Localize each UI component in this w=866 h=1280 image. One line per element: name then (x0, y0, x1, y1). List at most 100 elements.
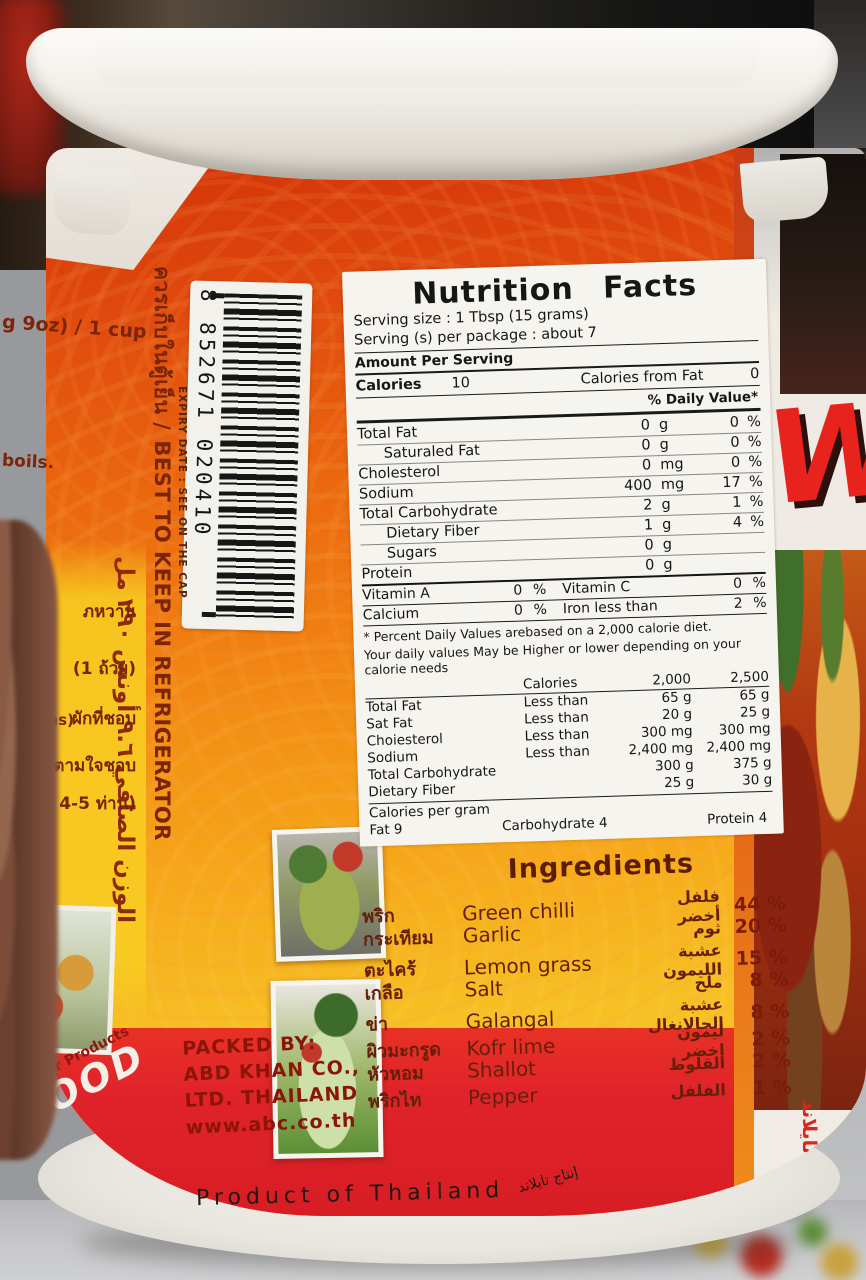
vitamin-pct: % (753, 595, 767, 612)
nutrient-unit: g (663, 556, 673, 574)
vitamin-name: Vitamin A (361, 585, 431, 604)
tub-lid (26, 28, 838, 180)
thai-fragment-5: 4-5 ท่าน) (59, 794, 136, 814)
brand-letter: W (760, 381, 866, 535)
nutrient-dv: 1 (731, 494, 742, 512)
packed-by-block: PACKED BY: ABD KHAN CO., LTD. THAILAND w… (182, 1028, 363, 1140)
dv-2500: 2,400 mg (706, 737, 772, 756)
nutrient-dv: 0 (729, 414, 740, 432)
vitamin-value: 0 (513, 602, 524, 619)
dv-header-calories: Calories (522, 674, 578, 693)
ingredient-percent: 15 % (735, 946, 789, 970)
nutrient-amount: 0 (644, 537, 654, 554)
dv-qualifier: Less than (523, 709, 590, 728)
dv-2000: 65 g (661, 689, 692, 707)
nutrient-dv: 4 (732, 514, 743, 532)
nutrient-unit: g (661, 496, 671, 514)
ingredient-percent: 20 % (734, 914, 788, 939)
vitamin-pct: % (533, 601, 548, 619)
dv-qualifier (526, 777, 612, 796)
nutrient-dv (703, 547, 743, 548)
nutrient-amount: 0 (640, 417, 651, 434)
ingredient-arabic: ملح (694, 972, 723, 992)
dv-2000: 20 g (661, 706, 693, 724)
ingredient-percent: 2 % (751, 1049, 792, 1073)
ingredient-percent: 8 % (749, 968, 789, 992)
thai-fragment-4: ตามใจชอบ (53, 756, 136, 776)
ingredient-percent: 8 % (750, 1000, 790, 1024)
calories-value: 10 (451, 374, 471, 392)
nutrient-unit: g (661, 516, 672, 534)
ingredient-percent: 44 % (733, 892, 787, 916)
dv-qualifier: Less than (523, 692, 589, 711)
ingredient-percent: 1 % (752, 1076, 793, 1100)
nutrient-pct (743, 566, 765, 567)
lid-lip-left (51, 165, 133, 237)
keep-refrigerated-english: BEST TO KEEP IN REFRIGERATOR (150, 440, 174, 841)
nutrition-facts-panel: Nutrition Facts Serving size : 1 Tbsp (1… (342, 258, 784, 847)
nutrient-pct (743, 546, 765, 547)
ingredient-english: Pepper (467, 1083, 538, 1110)
cpg-carbohydrate: Carbohydrate 4 (501, 814, 608, 834)
tub-lid-top (94, 30, 758, 88)
dv-2500: 65 g (739, 686, 770, 704)
nutrient-unit: g (659, 437, 670, 454)
dv-2000: 300 mg (640, 723, 693, 742)
vitamin-name: Vitamin C (562, 579, 631, 598)
calories-from-fat-value: 0 (749, 365, 760, 382)
nutrient-pct: % (746, 414, 762, 431)
vitamin-value: 2 (733, 595, 743, 613)
dv-qualifier (526, 760, 612, 779)
dv-qualifier: Less than (524, 726, 590, 745)
keep-refrigerated-thai: ควรเก็บในตู้เย็น / (150, 266, 174, 431)
label-red-band (46, 1028, 734, 1216)
dv-2500: 25 g (739, 703, 771, 721)
nutrient-pct: % (747, 434, 762, 451)
ingredients-title: Ingredients (507, 847, 695, 885)
nutrient-amount: 1 (643, 517, 654, 534)
nutrient-pct: % (749, 494, 764, 511)
dv-2500: 375 g (732, 754, 772, 773)
nutrient-pct: % (748, 474, 764, 491)
calories-from-fat-label: Calories from Fat (580, 367, 704, 388)
nutrient-amount: 400 (623, 477, 653, 495)
nutrient-pct: % (748, 454, 763, 471)
nutrient-amount: 0 (641, 437, 651, 454)
barcode: 8 852671 020410 (181, 280, 313, 632)
ingredients-section: Ingredients พริก Green chilli فلفل أخضر … (360, 845, 792, 1113)
vitamin-value: 0 (732, 575, 743, 593)
nutrient-amount: 2 (643, 497, 653, 514)
dv-qualifier: Less than (524, 743, 591, 762)
barcode-bars (215, 293, 303, 620)
cpg-protein: Protein 4 (706, 809, 768, 828)
ingredient-arabic: ثوم (692, 918, 722, 938)
thai-fragment-1: ภหวาน (82, 602, 136, 622)
nutrient-dv (703, 567, 743, 568)
dv-2500: 300 mg (718, 720, 771, 739)
expiry-date-text: EXPIRY DATE : SEE ON THE CAP (176, 386, 188, 599)
ingredient-arabic: القلوط (668, 1053, 726, 1074)
vitamin-pct: % (752, 575, 767, 592)
nutrient-unit: g (662, 536, 673, 554)
dv-header-2500: 2,500 (730, 668, 770, 686)
thai-fragment-3: ผักที่ชอบ (72, 709, 136, 729)
nutrient-unit: g (658, 417, 669, 434)
dv-2000: 2,400 mg (628, 740, 694, 759)
nutrient-amount: 0 (641, 457, 652, 474)
hand-fingers (0, 520, 58, 1160)
cpg-fat: Fat 9 (369, 821, 403, 839)
nutrient-dv: 17 (722, 474, 742, 492)
ingredient-thai: พริกไท (367, 1089, 422, 1113)
ingredient-arabic: الفلفل (670, 1080, 727, 1101)
nutrient-dv: 0 (730, 434, 740, 452)
nutrient-unit: mg (660, 476, 685, 494)
dv-2000: 25 g (663, 774, 695, 792)
dv-2500: 30 g (741, 771, 773, 789)
barcode-digits: 8 852671 020410 (189, 288, 221, 539)
dv-header-2000: 2,000 (652, 670, 692, 689)
thai-fragment-2: (1 ถ้วย) (72, 659, 136, 679)
keep-refrigerated-text: ควรเก็บในตู้เย็น / BEST TO KEEP IN REFRIG… (145, 266, 178, 841)
vitamin-pct: % (532, 581, 547, 599)
dv-2000: 300 g (654, 757, 694, 775)
